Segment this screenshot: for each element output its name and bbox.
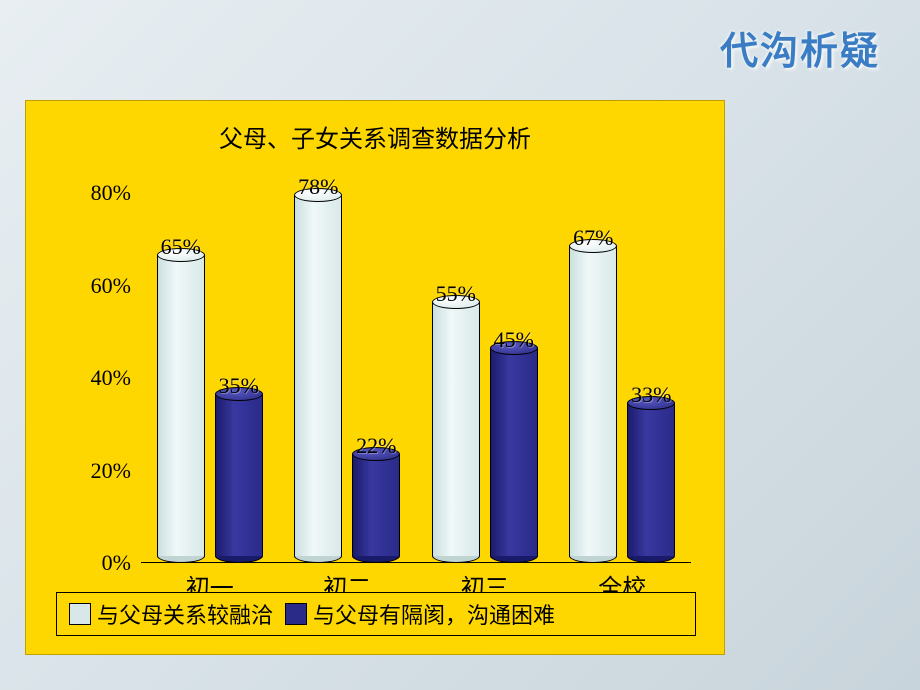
bar-series1	[569, 239, 617, 563]
legend-label-series1: 与父母关系较融洽	[97, 598, 273, 630]
bar-series2	[627, 396, 675, 563]
bar-series2	[215, 387, 263, 563]
bar-series2	[352, 447, 400, 563]
data-label: 55%	[436, 281, 476, 307]
data-label: 33%	[631, 382, 671, 408]
data-label: 45%	[494, 327, 534, 353]
y-tick-label: 60%	[91, 273, 131, 299]
legend-swatch-series2	[285, 603, 307, 625]
bar-series1	[432, 295, 480, 563]
data-label: 67%	[573, 225, 613, 251]
chart-panel: 父母、子女关系调查数据分析 0%20%40%60%80%65%35%初一78%2…	[25, 100, 725, 655]
data-label: 78%	[298, 174, 338, 200]
slide-title: 代沟析疑	[720, 20, 880, 75]
bar-series2	[490, 341, 538, 563]
y-tick-label: 20%	[91, 458, 131, 484]
bar-series1	[294, 188, 342, 563]
data-label: 65%	[161, 234, 201, 260]
y-tick-label: 80%	[91, 180, 131, 206]
data-label: 22%	[356, 433, 396, 459]
legend: 与父母关系较融洽 与父母有隔阂，沟通困难	[56, 592, 696, 636]
plot-area: 0%20%40%60%80%65%35%初一78%22%初二55%45%初三67…	[141, 193, 691, 563]
bar-series1	[157, 248, 205, 563]
legend-item-series2: 与父母有隔阂，沟通困难	[285, 598, 555, 630]
chart-title: 父母、子女关系调查数据分析	[26, 101, 724, 154]
y-tick-label: 0%	[102, 550, 131, 576]
data-label: 35%	[219, 373, 259, 399]
y-tick-label: 40%	[91, 365, 131, 391]
legend-item-series1: 与父母关系较融洽	[69, 598, 273, 630]
legend-label-series2: 与父母有隔阂，沟通困难	[313, 598, 555, 630]
legend-swatch-series1	[69, 603, 91, 625]
